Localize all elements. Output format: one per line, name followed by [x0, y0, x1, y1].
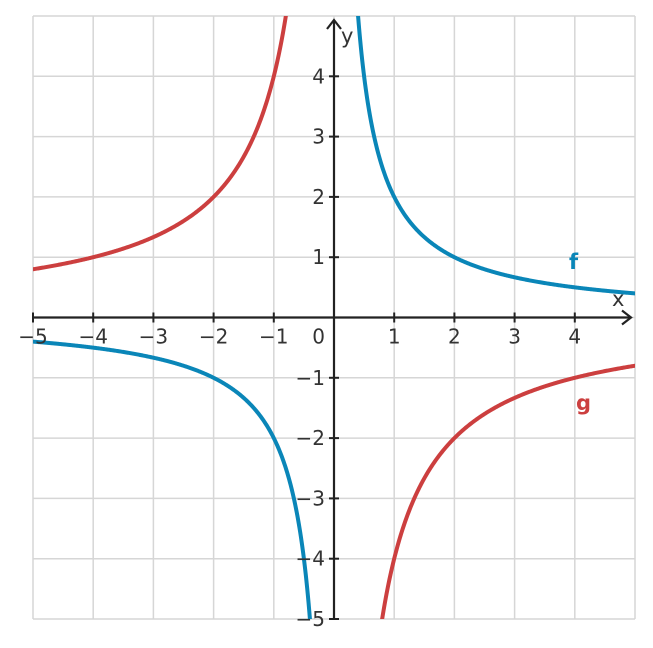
y-tick-label: 2	[312, 185, 325, 209]
y-tick-label: −2	[296, 426, 325, 450]
x-tick-label: −4	[78, 325, 107, 349]
y-tick-label: −5	[296, 607, 325, 631]
x-tick-label: 3	[508, 325, 521, 349]
y-tick-label: −1	[296, 366, 325, 390]
series-g-branch-negative	[33, 16, 288, 272]
series-g-branch-positive	[380, 363, 635, 619]
y-tick-label: −4	[296, 547, 325, 571]
tick-marks	[32, 75, 576, 620]
y-tick-label: 1	[312, 245, 325, 269]
series-f-branch-negative	[33, 339, 312, 619]
y-tick-label: 3	[312, 125, 325, 149]
x-tick-label: 2	[448, 325, 461, 349]
x-tick-label: −1	[259, 325, 288, 349]
axes	[33, 18, 633, 619]
x-tick-label: −5	[18, 325, 47, 349]
x-tick-label: 1	[388, 325, 401, 349]
origin-label: 0	[312, 325, 325, 349]
tick-labels: −5 −4 −3 −2 −1 1 2 3 4 −5 −4 −3 −2 −1 1 2 3 4 0	[18, 64, 581, 631]
x-tick-label: −3	[139, 325, 168, 349]
x-tick-label: −2	[199, 325, 228, 349]
y-axis-arrowhead	[326, 18, 342, 30]
series-label-f: f	[569, 250, 579, 274]
x-tick-label: 4	[568, 325, 581, 349]
x-axis-arrowhead	[621, 309, 633, 326]
series-label-g: g	[576, 391, 591, 415]
y-axis-label: y	[341, 24, 353, 48]
curves	[33, 16, 635, 619]
series-f-branch-positive	[356, 16, 635, 296]
y-tick-label: −3	[296, 486, 325, 510]
x-axis-label: x	[612, 287, 624, 311]
y-tick-label: 4	[312, 64, 325, 88]
